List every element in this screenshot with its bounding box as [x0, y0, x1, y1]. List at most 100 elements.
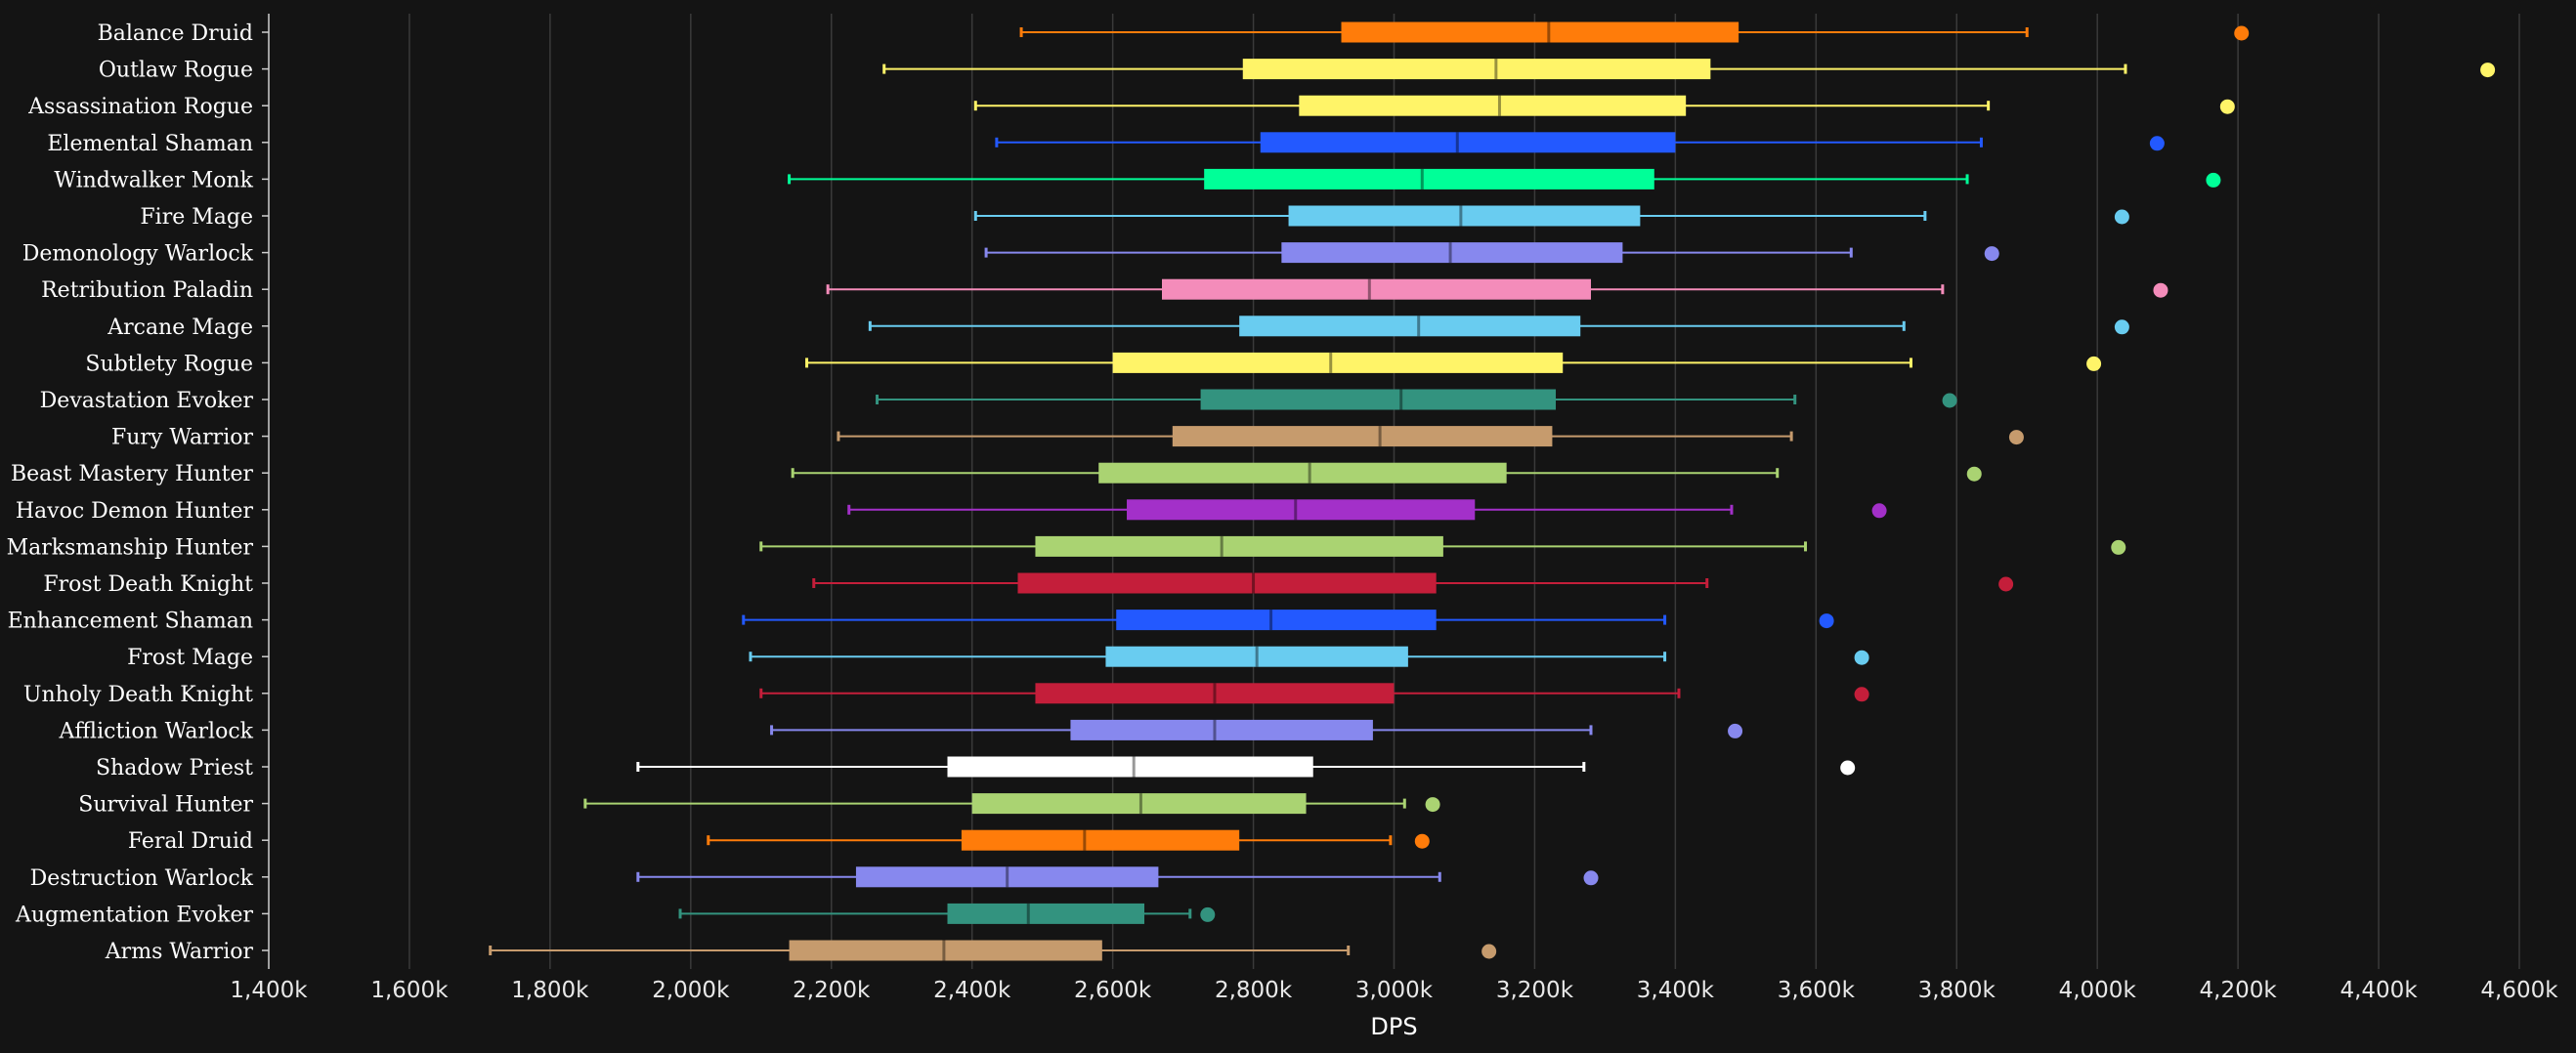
outlier-point[interactable] — [2206, 172, 2221, 188]
iqr-box[interactable] — [1105, 646, 1408, 667]
iqr-box[interactable] — [971, 793, 1307, 815]
outlier-point[interactable] — [1984, 246, 1999, 262]
box-group — [876, 389, 1957, 410]
outlier-point[interactable] — [1425, 797, 1440, 813]
category-label: Assassination Rogue — [27, 95, 253, 119]
outlier-point[interactable] — [1854, 650, 1869, 665]
outlier-point[interactable] — [2111, 539, 2126, 555]
category-label: Affliction Warlock — [59, 719, 254, 743]
iqr-box[interactable] — [1239, 316, 1581, 337]
outlier-point[interactable] — [1942, 393, 1957, 408]
box-group — [678, 903, 1216, 924]
box-group — [583, 793, 1440, 815]
outlier-point[interactable] — [2114, 209, 2129, 225]
category-label: Fury Warrior — [111, 426, 254, 450]
box-group — [770, 719, 1743, 740]
outlier-point[interactable] — [1728, 723, 1743, 738]
outlier-point[interactable] — [1840, 760, 1856, 776]
category-label: Frost Mage — [127, 646, 253, 670]
iqr-box[interactable] — [1098, 462, 1507, 484]
outlier-point[interactable] — [1998, 576, 2014, 592]
iqr-box[interactable] — [1242, 59, 1711, 80]
x-tick-label: 3,400k — [1637, 978, 1715, 1003]
x-tick-label: 1,600k — [370, 978, 449, 1003]
category-label: Demonology Warlock — [22, 242, 254, 267]
box-group — [742, 610, 1834, 631]
category-label: Subtlety Rogue — [85, 352, 253, 376]
iqr-box[interactable] — [1035, 535, 1443, 557]
iqr-box[interactable] — [1017, 572, 1437, 594]
iqr-box[interactable] — [1172, 426, 1553, 447]
iqr-box[interactable] — [1260, 132, 1676, 153]
iqr-box[interactable] — [1281, 242, 1623, 264]
outlier-point[interactable] — [1481, 944, 1497, 959]
outlier-point[interactable] — [1819, 613, 1834, 629]
outlier-point[interactable] — [1583, 870, 1599, 886]
x-tick-label: 4,600k — [2480, 978, 2558, 1003]
outlier-point[interactable] — [2008, 430, 2024, 445]
x-tick-label: 3,200k — [1496, 978, 1574, 1003]
category-label: Shadow Priest — [96, 756, 253, 780]
box-group — [749, 646, 1869, 667]
outlier-point[interactable] — [2086, 356, 2102, 371]
iqr-box[interactable] — [1162, 278, 1592, 300]
x-tick-label: 4,400k — [2340, 978, 2418, 1003]
iqr-box[interactable] — [1116, 610, 1437, 631]
outlier-point[interactable] — [1854, 687, 1869, 702]
x-axis-title: DPS — [1370, 1013, 1417, 1040]
outlier-point[interactable] — [2480, 63, 2496, 78]
outlier-point[interactable] — [2149, 136, 2165, 151]
x-tick-label: 2,200k — [793, 978, 871, 1003]
category-label: Unholy Death Knight — [23, 683, 253, 707]
iqr-box[interactable] — [1299, 95, 1687, 116]
category-label: Elemental Shaman — [47, 132, 253, 156]
box-group — [995, 132, 2165, 153]
iqr-box[interactable] — [855, 866, 1159, 888]
x-tick-label: 2,800k — [1215, 978, 1293, 1003]
outlier-point[interactable] — [1200, 906, 1216, 922]
category-label: Arms Warrior — [105, 940, 254, 964]
category-label: Fire Mage — [140, 205, 253, 230]
grid-lines — [268, 14, 2520, 969]
box-group — [847, 499, 1887, 521]
category-label: Frost Death Knight — [43, 572, 253, 597]
outlier-point[interactable] — [2153, 282, 2168, 298]
category-label: Arcane Mage — [107, 316, 253, 340]
iqr-box[interactable] — [1070, 719, 1373, 740]
x-axis: 1,400k 1,600k 1,800k 2,000k 2,200k 2,400k 2,60… — [230, 978, 2558, 1003]
box-group — [973, 205, 2129, 227]
y-axis: Balance Druid Outlaw Rogue Assassination R… — [7, 21, 269, 964]
iqr-box[interactable] — [1341, 21, 1739, 43]
x-tick-label: 1,800k — [511, 978, 589, 1003]
outlier-point[interactable] — [1966, 466, 1982, 482]
category-label: Outlaw Rogue — [99, 59, 253, 83]
iqr-box[interactable] — [947, 903, 1145, 924]
box-series — [489, 21, 2496, 961]
iqr-box[interactable] — [1288, 205, 1641, 227]
iqr-box[interactable] — [947, 756, 1313, 778]
box-group — [882, 59, 2496, 80]
iqr-box[interactable] — [1127, 499, 1476, 521]
iqr-box[interactable] — [1204, 168, 1654, 190]
iqr-box[interactable] — [1035, 683, 1395, 704]
box-group — [489, 940, 1497, 961]
box-group — [805, 352, 2102, 373]
box-group — [973, 95, 2235, 116]
iqr-box[interactable] — [1112, 352, 1564, 373]
x-tick-label: 2,000k — [652, 978, 730, 1003]
iqr-box[interactable] — [961, 829, 1240, 851]
outlier-point[interactable] — [2219, 99, 2235, 114]
category-label: Retribution Paladin — [41, 278, 253, 303]
iqr-box[interactable] — [789, 940, 1102, 961]
category-label: Destruction Warlock — [30, 866, 254, 891]
box-group — [791, 462, 1982, 484]
iqr-box[interactable] — [1200, 389, 1557, 410]
outlier-point[interactable] — [2234, 25, 2250, 41]
outlier-point[interactable] — [2114, 319, 2129, 335]
outlier-point[interactable] — [1414, 833, 1430, 849]
box-group — [812, 572, 2014, 594]
outlier-point[interactable] — [1871, 503, 1887, 519]
box-group — [868, 316, 2129, 337]
